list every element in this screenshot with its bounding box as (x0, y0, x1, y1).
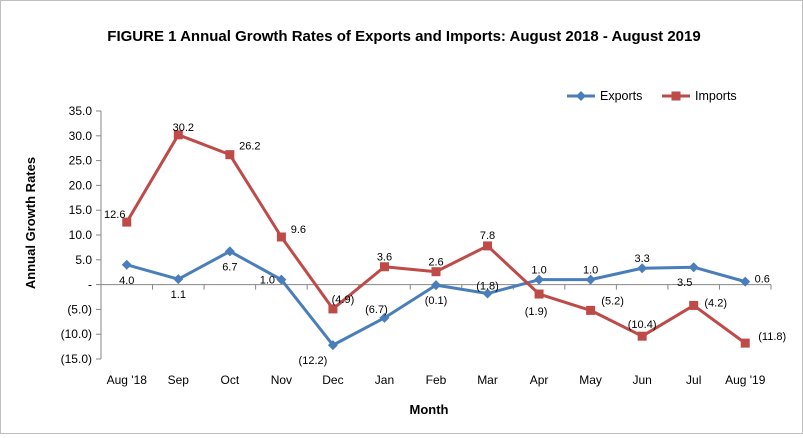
y-axis-title: Annual Growth Rates (23, 157, 38, 289)
exports-data-label: 6.7 (222, 261, 237, 273)
imports-data-label: 30.2 (173, 122, 194, 134)
exports-data-label: (12.2) (299, 355, 328, 367)
exports-point (637, 263, 648, 274)
imports-point (689, 300, 699, 310)
exports-point (585, 274, 596, 285)
legend-marker (576, 91, 586, 101)
x-tick-label: Sep (168, 373, 190, 387)
y-tick-label: (5.0) (67, 302, 92, 316)
x-tick-label: Jun (632, 373, 651, 387)
imports-point (328, 304, 338, 314)
exports-data-label: 1.1 (171, 289, 186, 301)
x-tick-label: Mar (477, 373, 498, 387)
exports-data-label: 1.0 (531, 265, 546, 277)
series-markers (121, 130, 751, 351)
imports-data-label: 2.6 (428, 257, 443, 269)
imports-point (740, 338, 750, 348)
x-tick-label: Oct (221, 373, 240, 387)
imports-point (122, 217, 132, 227)
exports-point (534, 274, 545, 285)
imports-data-label: 12.6 (104, 209, 125, 221)
legend: Exports Imports (567, 89, 737, 103)
exports-data-label: 4.0 (119, 275, 134, 287)
exports-point (327, 340, 338, 351)
imports-point (225, 150, 235, 160)
imports-point (276, 232, 286, 242)
y-tick-label: 10.0 (69, 228, 93, 242)
exports-data-label: (6.7) (365, 304, 388, 316)
legend-marker (671, 91, 681, 101)
imports-point (534, 289, 544, 299)
imports-data-label: 3.6 (377, 252, 392, 264)
imports-point (483, 241, 493, 251)
y-tick-label: 20.0 (69, 178, 93, 192)
x-tick-label: May (579, 373, 602, 387)
y-tick-label: (15.0) (61, 352, 92, 366)
y-tick-label: 5.0 (75, 253, 92, 267)
x-tick-label: Dec (322, 373, 343, 387)
legend-item-imports: Imports (662, 89, 737, 103)
exports-point (276, 274, 287, 285)
y-tick-label: 35.0 (69, 104, 93, 118)
y-tick-label: - (88, 278, 92, 292)
imports-data-label: (11.8) (758, 331, 786, 343)
y-tick-label: 15.0 (69, 203, 93, 217)
imports-point (431, 267, 441, 277)
exports-point (482, 288, 493, 299)
imports-point (586, 305, 596, 315)
exports-data-label: 1.0 (583, 265, 598, 277)
exports-point (224, 246, 235, 257)
imports-data-label: 26.2 (239, 141, 260, 153)
x-tick-label: Aug '18 (107, 373, 148, 387)
imports-data-label: 7.8 (480, 230, 495, 242)
exports-data-label: 0.6 (755, 274, 770, 286)
data-labels: 4.0 1.1 6.7 1.0 (12.2) (6.7) (0.1) (1.8) 1.0 1.0 3… (104, 122, 786, 367)
y-tick-label: (10.0) (61, 327, 92, 341)
axes: 35.0 30.0 25.0 20.0 15.0 10.0 5.0 - (5.0) (10.0) (… (61, 104, 772, 387)
imports-data-label: (5.2) (601, 295, 624, 307)
imports-data-label: (4.2) (704, 297, 727, 309)
imports-data-label: (4.9) (332, 294, 355, 306)
imports-data-label: (10.4) (628, 319, 657, 331)
x-tick-label: Feb (426, 373, 447, 387)
exports-data-label: (0.1) (425, 295, 448, 307)
legend-item-exports: Exports (567, 89, 642, 103)
y-tick-label: 25.0 (69, 154, 93, 168)
x-tick-label: Jan (375, 373, 394, 387)
x-tick-label: Aug '19 (725, 373, 766, 387)
exports-data-label: (1.8) (476, 281, 499, 293)
exports-point (379, 312, 390, 323)
exports-point (173, 274, 184, 285)
series-line-imports (125, 133, 747, 345)
imports-point (637, 331, 647, 341)
exports-point (688, 262, 699, 273)
x-tick-label: Apr (530, 373, 549, 387)
x-tick-label: Jul (686, 373, 701, 387)
imports-point (173, 130, 183, 140)
exports-point (121, 259, 132, 270)
chart-title: FIGURE 1 Annual Growth Rates of Exports … (107, 28, 700, 45)
imports-data-label: (1.9) (525, 306, 548, 318)
legend-label: Imports (695, 89, 737, 103)
exports-data-label: 3.3 (635, 253, 650, 265)
legend-label: Exports (600, 89, 642, 103)
imports-data-label: 9.6 (291, 224, 306, 236)
x-tick-label: Nov (271, 373, 292, 387)
imports-point (379, 262, 389, 272)
exports-point (740, 276, 751, 287)
series-lines (125, 133, 747, 347)
x-axis-title: Month (410, 402, 449, 417)
exports-data-label: 3.5 (677, 277, 692, 289)
exports-data-label: 1.0 (260, 275, 275, 287)
y-tick-label: 30.0 (69, 129, 93, 143)
exports-point (431, 280, 441, 291)
